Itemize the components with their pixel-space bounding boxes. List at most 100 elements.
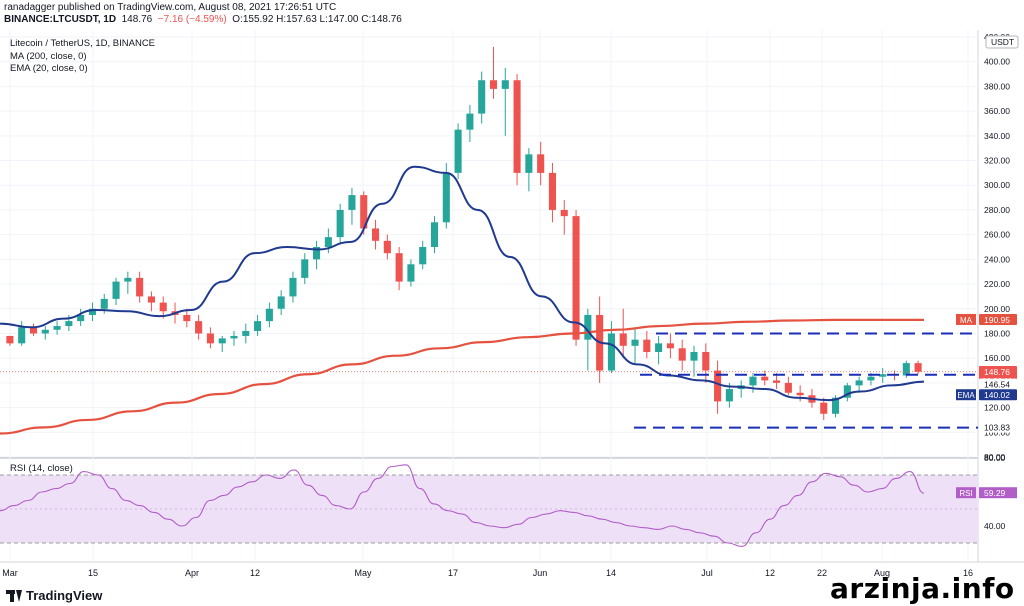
candle-body — [678, 348, 686, 361]
y-tick-label: 280.00 — [984, 205, 1010, 215]
candle-body — [572, 216, 580, 340]
candle-body — [324, 237, 332, 247]
rsi-line — [0, 464, 925, 547]
x-tick-label: 17 — [448, 568, 458, 578]
candle-body — [88, 308, 96, 315]
level-top-label: 180.00 — [984, 328, 1010, 338]
candle-body — [277, 296, 285, 309]
price-axis: 80.00100.00120.00140.00160.00180.00200.0… — [956, 32, 1019, 462]
x-tick-label: 14 — [606, 568, 616, 578]
candle-body — [607, 333, 615, 371]
level-bottom-label-bg — [979, 421, 1017, 433]
candle-body — [419, 247, 427, 265]
tradingview-logo[interactable]: TradingView — [6, 588, 102, 603]
candle-body — [254, 321, 262, 331]
time-axis: Mar 15 Apr 12 May 17 Jun 14 Jul 12 22 Aug 16 — [2, 568, 973, 578]
tradingview-icon — [6, 590, 22, 602]
candle-body — [454, 129, 462, 173]
x-tick-label: Apr — [185, 568, 199, 578]
y-tick-label: 320.00 — [984, 156, 1010, 166]
candle-body — [784, 382, 792, 393]
currency-badge — [985, 35, 1019, 49]
level-mid-label: 146.54 — [984, 380, 1010, 390]
candle-body — [478, 80, 486, 114]
candle-body — [749, 376, 757, 386]
x-tick-label: Jun — [533, 568, 548, 578]
rsi-tick-label: 80.00 — [984, 453, 1006, 463]
candle-body — [855, 380, 863, 386]
publisher-line: ranadagger published on TradingView.com,… — [4, 2, 337, 13]
rsi-name-tag-bg — [956, 487, 976, 499]
candle-body — [832, 397, 840, 414]
candle-body — [242, 331, 250, 336]
candle-body — [466, 113, 474, 130]
candle-body — [584, 314, 592, 340]
last-price-label: 148.76 — [984, 367, 1010, 377]
candle-body — [843, 385, 851, 398]
candle-body — [289, 277, 297, 297]
candle-body — [147, 296, 155, 303]
symbol-label: BINANCE:LTCUSDT, 1D — [4, 14, 117, 25]
y-tick-label: 300.00 — [984, 180, 1010, 190]
indicator-overlays — [0, 165, 978, 435]
y-tick-label: 80.00 — [984, 452, 1006, 462]
candle-body — [501, 80, 509, 89]
price-series — [6, 46, 922, 420]
x-tick-label: 12 — [250, 568, 260, 578]
y-tick-label: 120.00 — [984, 403, 1010, 413]
x-tick-label: May — [354, 568, 372, 578]
y-tick-label: 240.00 — [984, 254, 1010, 264]
ma-price-label: 190.95 — [984, 315, 1010, 325]
candle-body — [619, 333, 627, 346]
candle-body — [690, 352, 698, 361]
candle-body — [902, 363, 910, 376]
ema-price-label-bg — [979, 389, 1017, 401]
candle-body — [773, 380, 781, 383]
candle-body — [124, 277, 132, 282]
candle-body — [631, 339, 639, 346]
rsi-value-label: 59.29 — [984, 488, 1006, 498]
rsi-tick-label: 40.00 — [984, 521, 1006, 531]
ema-price-label: 140.02 — [984, 390, 1010, 400]
currency-label: USDT — [991, 37, 1014, 47]
candle-body — [430, 222, 439, 247]
candle-body — [313, 247, 321, 260]
candle-body — [407, 264, 415, 282]
level-mid-label-bg — [979, 378, 1017, 390]
candle-body — [725, 389, 733, 402]
x-tick-label: Mar — [2, 568, 18, 578]
x-tick-label: 16 — [963, 568, 973, 578]
x-tick-label: Jul — [701, 568, 713, 578]
ema-name-tag: EMA — [957, 391, 975, 400]
candle-body — [655, 343, 663, 352]
candle-body — [100, 298, 108, 309]
y-tick-label: 400.00 — [984, 57, 1010, 67]
candle-body — [360, 195, 368, 229]
x-tick-label: Aug — [874, 568, 890, 578]
candle-body — [53, 326, 61, 330]
level-top-label-bg — [979, 327, 1017, 339]
candle-body — [77, 314, 85, 322]
candle-body — [666, 343, 674, 349]
candle-body — [18, 327, 26, 344]
candle-body — [159, 302, 167, 312]
ma-legend: MA (200, close, 0) — [10, 51, 87, 62]
y-tick-label: 160.00 — [984, 353, 1010, 363]
y-tick-label: 220.00 — [984, 279, 1010, 289]
candle-body — [206, 333, 214, 344]
candle-body — [796, 392, 804, 396]
candle-body — [714, 370, 722, 402]
tradingview-label: TradingView — [26, 588, 103, 603]
level-bottom-label: 103.83 — [984, 423, 1010, 433]
candle-body — [489, 80, 498, 89]
y-tick-label: 380.00 — [984, 81, 1010, 91]
candle-body — [372, 228, 380, 241]
candle-body — [442, 172, 450, 223]
candle-body — [136, 277, 144, 297]
candle-body — [867, 376, 875, 381]
candle-body — [112, 281, 120, 299]
y-tick-label: 260.00 — [984, 230, 1010, 240]
rsi-value-bg — [979, 487, 1017, 499]
candle-body — [383, 240, 391, 254]
